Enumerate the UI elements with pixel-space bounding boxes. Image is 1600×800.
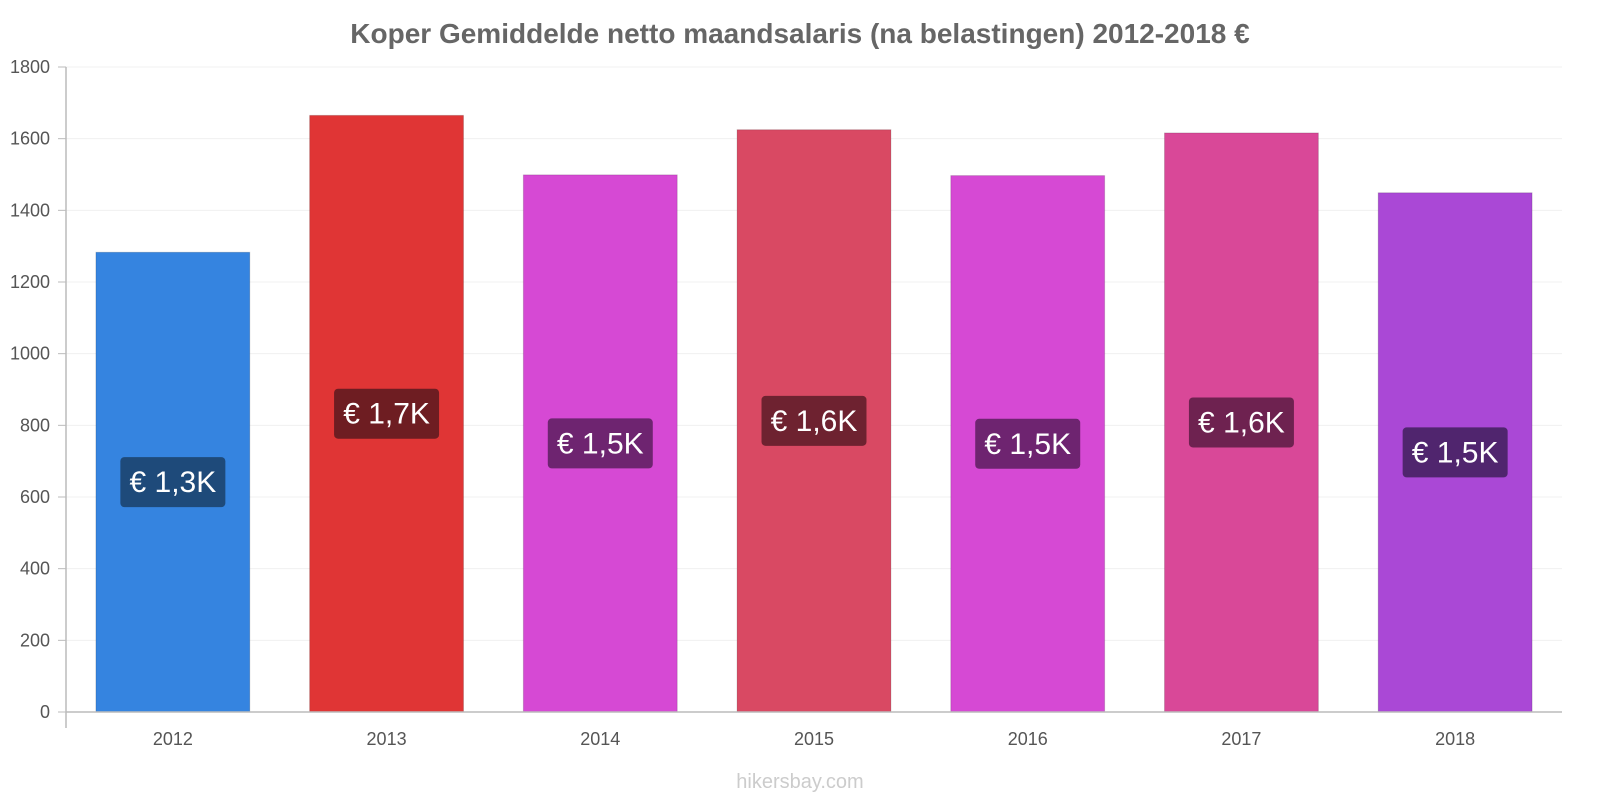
y-tick-label: 200 — [20, 630, 50, 650]
data-label-2017: € 1,6K — [1198, 406, 1285, 439]
bars: € 1,3K € 1,7K € 1,5K € 1,6K € 1,5K € 1,6K € 1,… — [95, 114, 1533, 713]
y-tick-label: 600 — [20, 487, 50, 507]
data-label-box-2013 — [334, 388, 440, 439]
y-tick-label: 1600 — [10, 129, 50, 149]
y-axis: 0 200 400 600 800 1000 1200 1400 1600 1800 — [10, 57, 67, 728]
data-label-box-2018 — [1402, 427, 1508, 478]
x-tick-label: 2014 — [580, 729, 620, 749]
data-label-2018: € 1,5K — [1412, 436, 1499, 469]
data-label-2016: € 1,5K — [984, 428, 1071, 461]
x-tick-label: 2017 — [1221, 729, 1261, 749]
y-tick-label: 400 — [20, 559, 50, 579]
y-tick-label: 800 — [20, 415, 50, 435]
x-tick-label: 2018 — [1435, 729, 1475, 749]
data-label-2012: € 1,3K — [129, 466, 216, 499]
data-label-2013: € 1,7K — [343, 398, 430, 431]
data-label-box-2017 — [1188, 397, 1294, 448]
data-label-box-2016 — [975, 418, 1081, 469]
y-tick-label: 1400 — [10, 200, 50, 220]
x-axis: 2012 2013 2014 2015 2016 2017 2018 — [66, 711, 1562, 749]
data-label-box-2015 — [761, 395, 867, 446]
data-label-box-2012 — [120, 457, 226, 508]
x-tick-label: 2015 — [794, 729, 834, 749]
x-tick-label: 2016 — [1008, 729, 1048, 749]
data-label-2015: € 1,6K — [771, 405, 858, 438]
watermark: hikersbay.com — [736, 771, 863, 793]
x-tick-label: 2013 — [367, 729, 407, 749]
y-tick-label: 1000 — [10, 344, 50, 364]
x-tick-label: 2012 — [153, 729, 193, 749]
data-label-box-2014 — [547, 418, 653, 469]
y-tick-label: 1800 — [10, 57, 50, 77]
y-tick-label: 1200 — [10, 272, 50, 292]
chart-title: Koper Gemiddelde netto maandsalaris (na … — [350, 18, 1250, 49]
y-tick-label: 0 — [40, 702, 50, 722]
data-label-2014: € 1,5K — [557, 427, 644, 460]
